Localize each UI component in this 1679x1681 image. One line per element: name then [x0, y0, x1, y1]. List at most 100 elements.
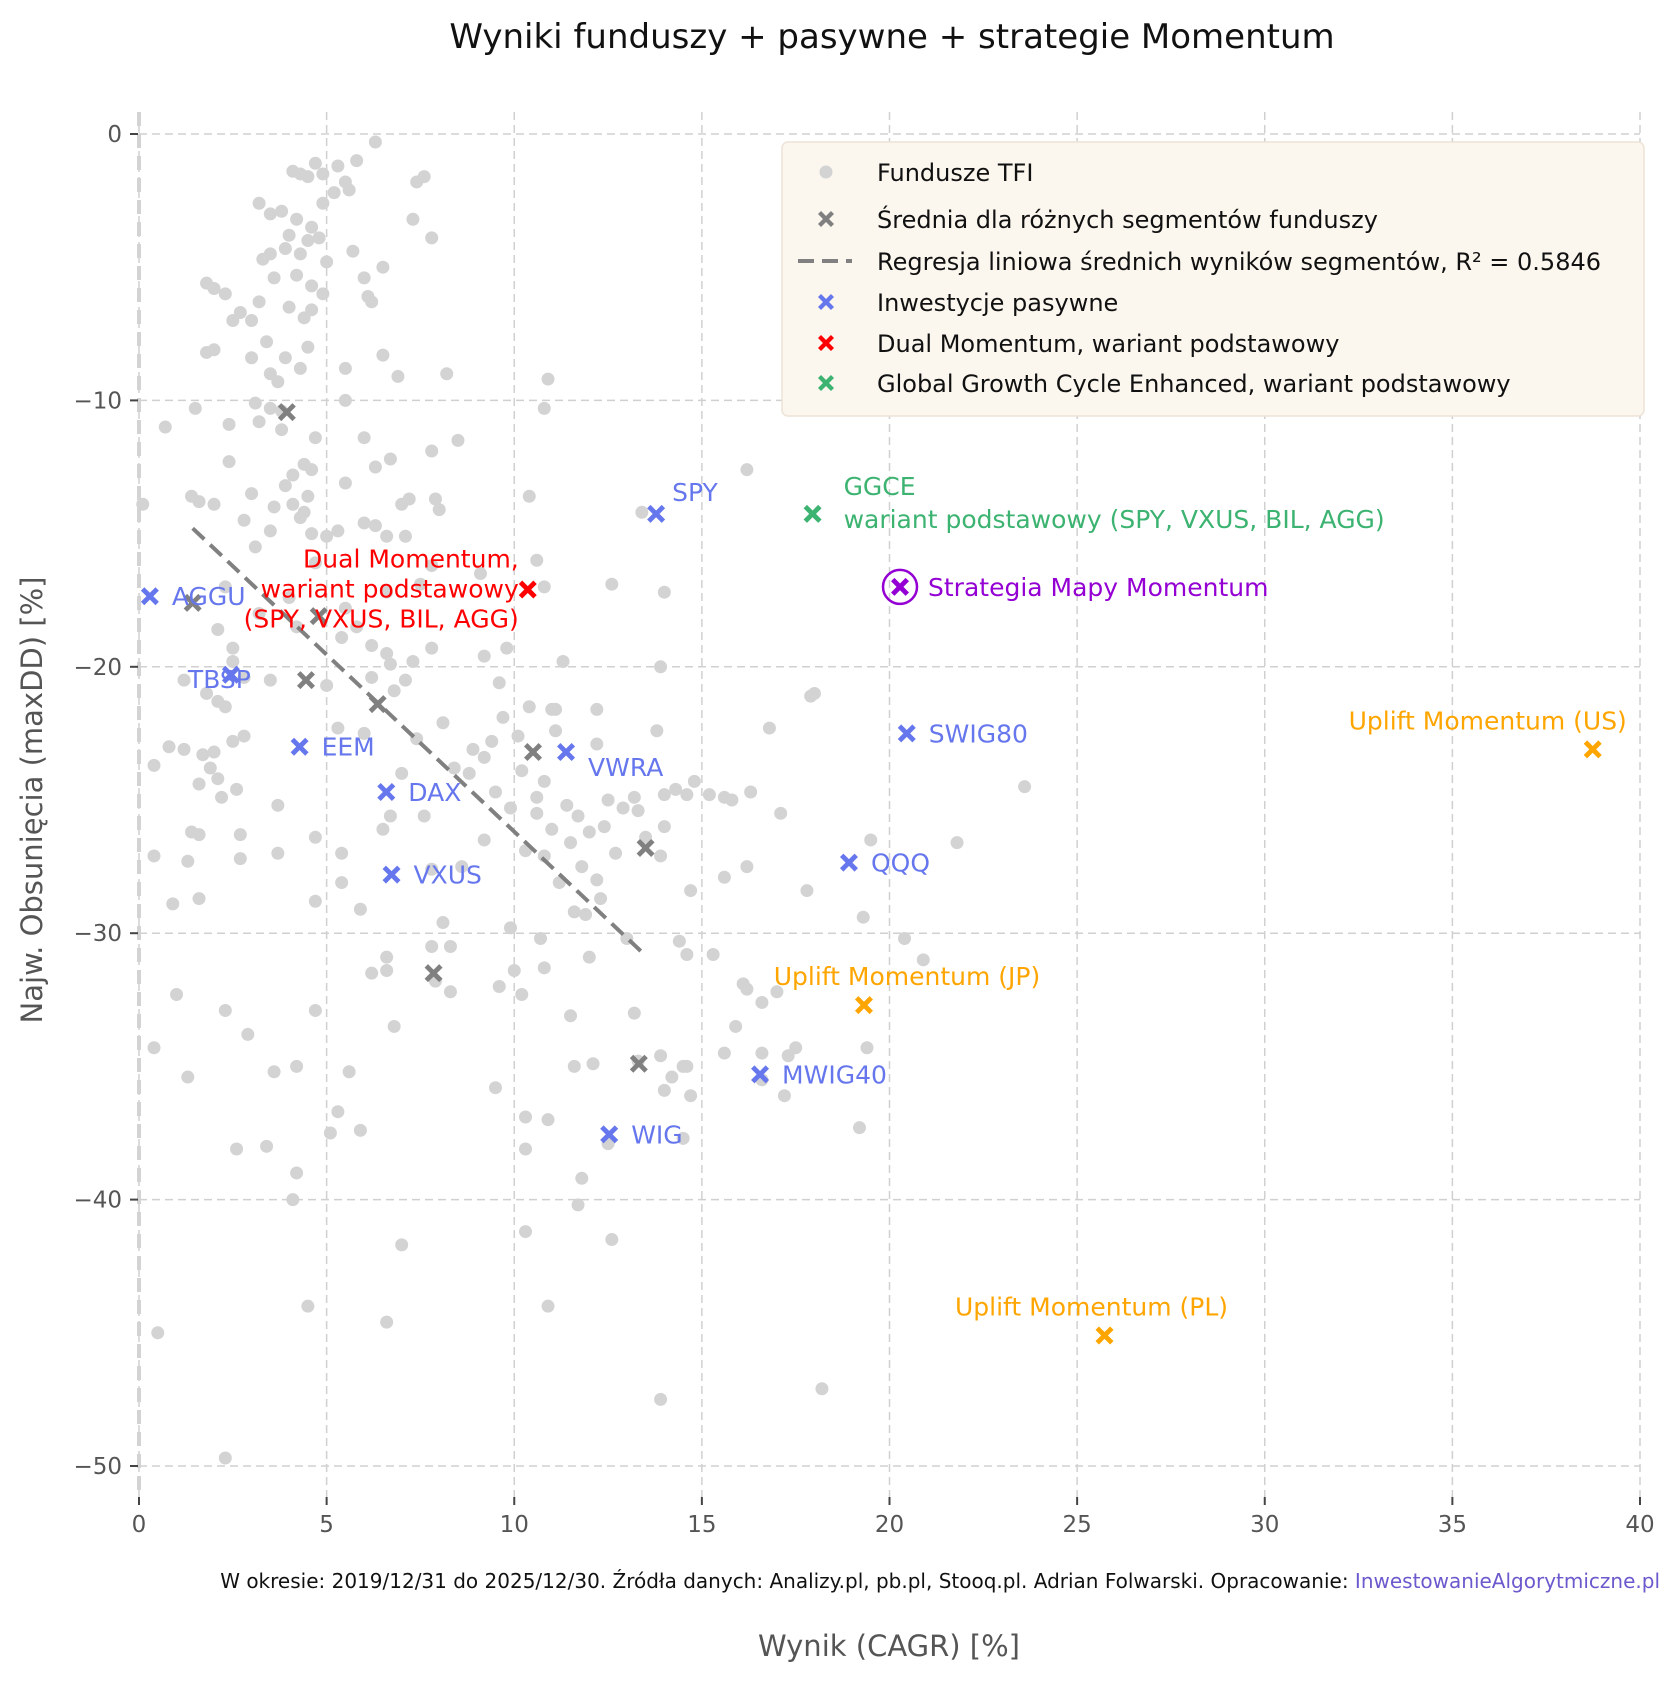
legend-x-icon [818, 294, 834, 310]
tfi-point [293, 247, 307, 261]
tfi-point [192, 828, 206, 842]
tfi-point [740, 860, 754, 874]
tfi-point [196, 748, 210, 762]
tfi-point [503, 921, 517, 935]
passive-label: DAX [408, 778, 461, 807]
tfi-point [406, 212, 420, 226]
tfi-point [777, 1089, 791, 1103]
tfi-point [428, 492, 442, 506]
ggce-label: GGCE [844, 472, 916, 501]
tfi-point [676, 1131, 690, 1145]
tfi-point [158, 420, 172, 434]
legend-label: Global Growth Cycle Enhanced, wariant po… [877, 370, 1511, 398]
tfi-point [725, 793, 739, 807]
tfi-point [245, 487, 259, 501]
tfi-point [537, 401, 551, 415]
tfi-point [950, 836, 964, 850]
tfi-point [233, 828, 247, 842]
tfi-point [650, 724, 664, 738]
legend-label: Inwestycje pasywne [877, 289, 1118, 317]
tfi-point [462, 766, 476, 780]
tfi-point [627, 1006, 641, 1020]
tfi-point [237, 513, 251, 527]
tfi-point [473, 567, 487, 581]
tfi-point [594, 892, 608, 906]
y-tick-label: 0 [107, 122, 122, 148]
footer-link[interactable]: InwestowanieAlgorytmiczne.pl [1355, 1569, 1660, 1593]
passive-label: SWIG80 [929, 719, 1028, 748]
tfi-point [477, 649, 491, 663]
mapy-momentum-ring [881, 568, 919, 606]
passive-marker [290, 737, 309, 756]
tfi-point [639, 830, 653, 844]
tfi-point [308, 556, 322, 570]
tfi-point [338, 601, 352, 615]
chart-title: Wyniki funduszy + pasywne + strategie Mo… [449, 17, 1334, 57]
tfi-point [350, 154, 364, 168]
tfi-point [252, 295, 266, 309]
tfi-point [395, 766, 409, 780]
tfi-point [380, 529, 394, 543]
tfi-point [541, 372, 555, 386]
passive-label: SPY [672, 478, 718, 507]
tfi-point [635, 505, 649, 519]
tfi-point [267, 271, 281, 285]
tfi-point [147, 758, 161, 772]
tfi-point [308, 830, 322, 844]
tfi-point [308, 156, 322, 170]
passive-marker [377, 783, 396, 802]
tfi-point [301, 489, 315, 503]
tfi-point [616, 801, 630, 815]
tfi-point [237, 729, 251, 743]
passive-label: TBSP [187, 665, 251, 694]
tfi-point [590, 737, 604, 751]
passive-marker [140, 587, 159, 606]
tfi-point [477, 833, 491, 847]
legend-label: Fundusze TFI [877, 159, 1033, 187]
tfi-point [770, 985, 784, 999]
tfi-point [657, 585, 671, 599]
tfi-point [398, 673, 412, 687]
y-tick-label: −20 [73, 655, 122, 681]
tfi-point [537, 961, 551, 975]
tfi-point [425, 559, 439, 573]
tfi-point [271, 798, 285, 812]
tfi-point [305, 279, 319, 293]
tfi-point [376, 822, 390, 836]
tfi-point [290, 1166, 304, 1180]
tfi-point [237, 670, 251, 684]
tfi-point [807, 686, 821, 700]
tfi-point [207, 745, 221, 759]
uplift-label: Uplift Momentum (US) [1349, 706, 1627, 735]
tfi-point [260, 335, 274, 349]
segment-mean-marker [424, 964, 443, 983]
tfi-point [627, 790, 641, 804]
tfi-point [740, 982, 754, 996]
passive-marker [221, 665, 240, 684]
tfi-point [575, 1171, 589, 1185]
tfi-point [665, 1070, 679, 1084]
tfi-point [192, 777, 206, 791]
y-tick-label: −30 [73, 921, 122, 947]
legend-label: Regresja liniowa średnich wyników segmen… [877, 248, 1601, 276]
tfi-point [166, 897, 180, 911]
tfi-point [207, 282, 221, 296]
tfi-point [582, 950, 596, 964]
tfi-point [774, 806, 788, 820]
segment-mean-marker [309, 607, 328, 626]
tfi-point [898, 932, 912, 946]
legend-dot-icon [819, 165, 833, 179]
tfi-point [278, 351, 292, 365]
tfi-point [755, 995, 769, 1009]
passive-marker [557, 743, 576, 762]
tfi-point [789, 1041, 803, 1055]
dual-momentum-marker [518, 580, 537, 599]
tfi-point [320, 255, 334, 269]
x-tick-label: 10 [500, 1512, 529, 1538]
tfi-point [684, 1089, 698, 1103]
tfi-point [654, 1392, 668, 1406]
passive-marker [751, 1065, 770, 1084]
tfi-point [192, 892, 206, 906]
tfi-point [365, 670, 379, 684]
tfi-point [331, 721, 345, 735]
